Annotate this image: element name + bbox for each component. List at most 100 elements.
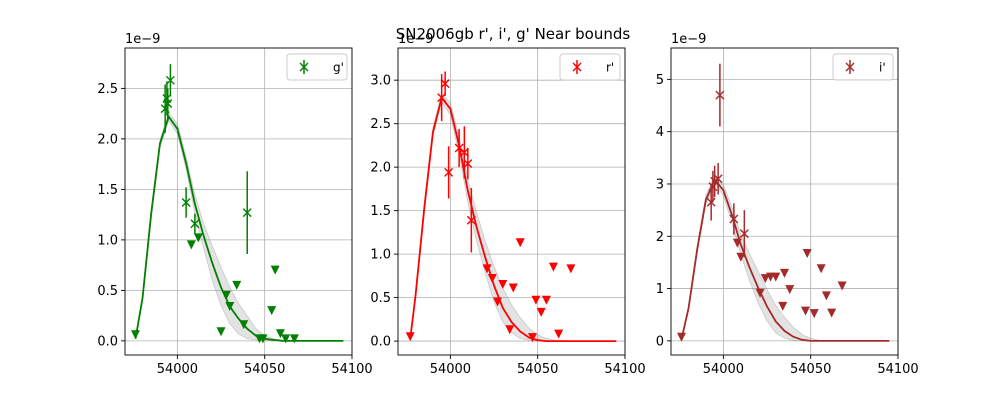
detection-marker xyxy=(190,219,200,229)
upper-limit-marker xyxy=(275,329,285,339)
upper-limit-marker xyxy=(498,280,508,290)
upper-limit-marker xyxy=(809,309,819,319)
x-tick-label: 54050 xyxy=(517,362,558,377)
detection-marker xyxy=(165,75,175,85)
upper-limit-marker xyxy=(760,274,770,284)
detection-marker xyxy=(181,198,191,208)
axes-frame xyxy=(124,47,353,356)
legend-label: g' xyxy=(333,61,344,75)
detection-marker xyxy=(459,147,469,157)
upper-limit-marker xyxy=(536,307,546,317)
upper-limit-marker xyxy=(780,268,789,278)
detection-marker xyxy=(715,90,725,100)
upper-limit-marker xyxy=(800,306,810,316)
detection-marker xyxy=(706,197,716,207)
upper-limit-marker xyxy=(505,325,515,335)
upper-limit-marker xyxy=(816,264,826,274)
upper-limit-marker xyxy=(837,281,847,291)
y-tick-label: 1.0 xyxy=(370,248,391,263)
upper-limit-marker xyxy=(755,288,765,298)
detection-marker xyxy=(440,79,450,89)
x-tick-label: 54000 xyxy=(703,362,744,377)
axes-frame xyxy=(670,47,899,356)
detection-marker xyxy=(242,208,252,218)
upper-limit-marker xyxy=(527,333,537,343)
detection-marker xyxy=(463,159,473,169)
upper-limit-marker xyxy=(225,302,235,312)
detection-marker xyxy=(708,182,718,192)
upper-limit-marker xyxy=(554,329,564,339)
y-offset-text: 1e−9 xyxy=(398,32,433,47)
y-offset-text: 1e−9 xyxy=(125,32,160,47)
legend-box xyxy=(286,53,348,81)
upper-limit-marker xyxy=(736,252,746,262)
detection-marker xyxy=(466,215,476,225)
upper-limit-marker xyxy=(221,290,231,300)
y-tick-label: 2.0 xyxy=(370,161,391,176)
x-tick-label: 54050 xyxy=(790,362,831,377)
x-tick-label: 54000 xyxy=(430,362,471,377)
upper-limit-marker xyxy=(405,332,415,342)
detection-marker xyxy=(163,99,173,109)
legend-marker xyxy=(572,62,582,72)
x-tick-label: 54000 xyxy=(157,362,198,377)
x-tick-label: 54050 xyxy=(244,362,285,377)
legend-label: r' xyxy=(606,61,614,75)
y-tick-label: 2.5 xyxy=(97,82,118,97)
upper-limit-marker xyxy=(270,265,280,275)
detection-marker xyxy=(444,167,454,177)
upper-limit-marker xyxy=(785,285,795,295)
axes-frame xyxy=(397,47,626,356)
upper-limit-marker xyxy=(267,306,277,316)
upper-limit-marker xyxy=(566,264,576,274)
y-offset-text: 1e−9 xyxy=(671,32,706,47)
legend-box xyxy=(559,53,621,81)
upper-limit-marker xyxy=(186,240,196,250)
model-curve xyxy=(409,95,617,343)
legend-marker xyxy=(845,62,855,72)
y-tick-label: 0.0 xyxy=(370,335,391,350)
y-tick-label: 1.0 xyxy=(97,233,118,248)
panel-left: 54000 54050 54100 0.0 0.5 1.0 1.5 2.0 2.5 1e−9 g' xyxy=(97,32,372,377)
upper-limit-marker xyxy=(827,308,837,318)
detection-marker xyxy=(739,229,749,239)
upper-limit-marker xyxy=(487,273,497,283)
upper-limit-marker xyxy=(239,320,249,330)
y-tick-label: 2 xyxy=(656,230,664,245)
y-tick-label: 3 xyxy=(656,177,664,192)
y-tick-label: 0.5 xyxy=(97,284,118,299)
upper-limit-marker xyxy=(482,264,492,274)
y-tick-label: 0.5 xyxy=(370,291,391,306)
y-tick-label: 3.0 xyxy=(370,74,391,89)
upper-limit-marker xyxy=(821,291,831,301)
upper-limit-marker xyxy=(281,334,291,344)
legend-label: i' xyxy=(879,61,886,75)
upper-limit-marker xyxy=(732,238,742,248)
upper-limit-marker xyxy=(802,249,812,259)
y-tick-label: 1.5 xyxy=(97,183,118,198)
legend: g' xyxy=(286,53,348,81)
upper-limit-marker xyxy=(193,233,203,243)
x-tick-label: 54100 xyxy=(877,362,918,377)
detection-marker xyxy=(713,174,723,184)
x-tick-label: 54100 xyxy=(604,362,645,377)
y-tick-label: 4 xyxy=(656,125,664,140)
upper-limit-marker xyxy=(548,262,558,272)
legend: i' xyxy=(832,53,894,81)
detection-marker xyxy=(729,214,739,224)
x-tick-label: 54100 xyxy=(331,362,372,377)
y-tick-label: 2.5 xyxy=(370,117,391,132)
detection-marker xyxy=(437,93,447,103)
upper-limit-marker xyxy=(771,272,781,282)
upper-limit-marker xyxy=(676,332,686,342)
y-tick-label: 0 xyxy=(656,334,664,349)
legend-box xyxy=(832,53,894,81)
y-tick-label: 0.0 xyxy=(97,334,118,349)
upper-limit-marker xyxy=(289,334,299,344)
upper-limit-marker xyxy=(778,301,788,311)
figure-title: SN2006gb r', i', g' Near bounds xyxy=(396,25,631,43)
upper-limit-marker xyxy=(258,334,268,344)
upper-limit-marker xyxy=(531,295,541,305)
legend-marker xyxy=(299,62,309,72)
